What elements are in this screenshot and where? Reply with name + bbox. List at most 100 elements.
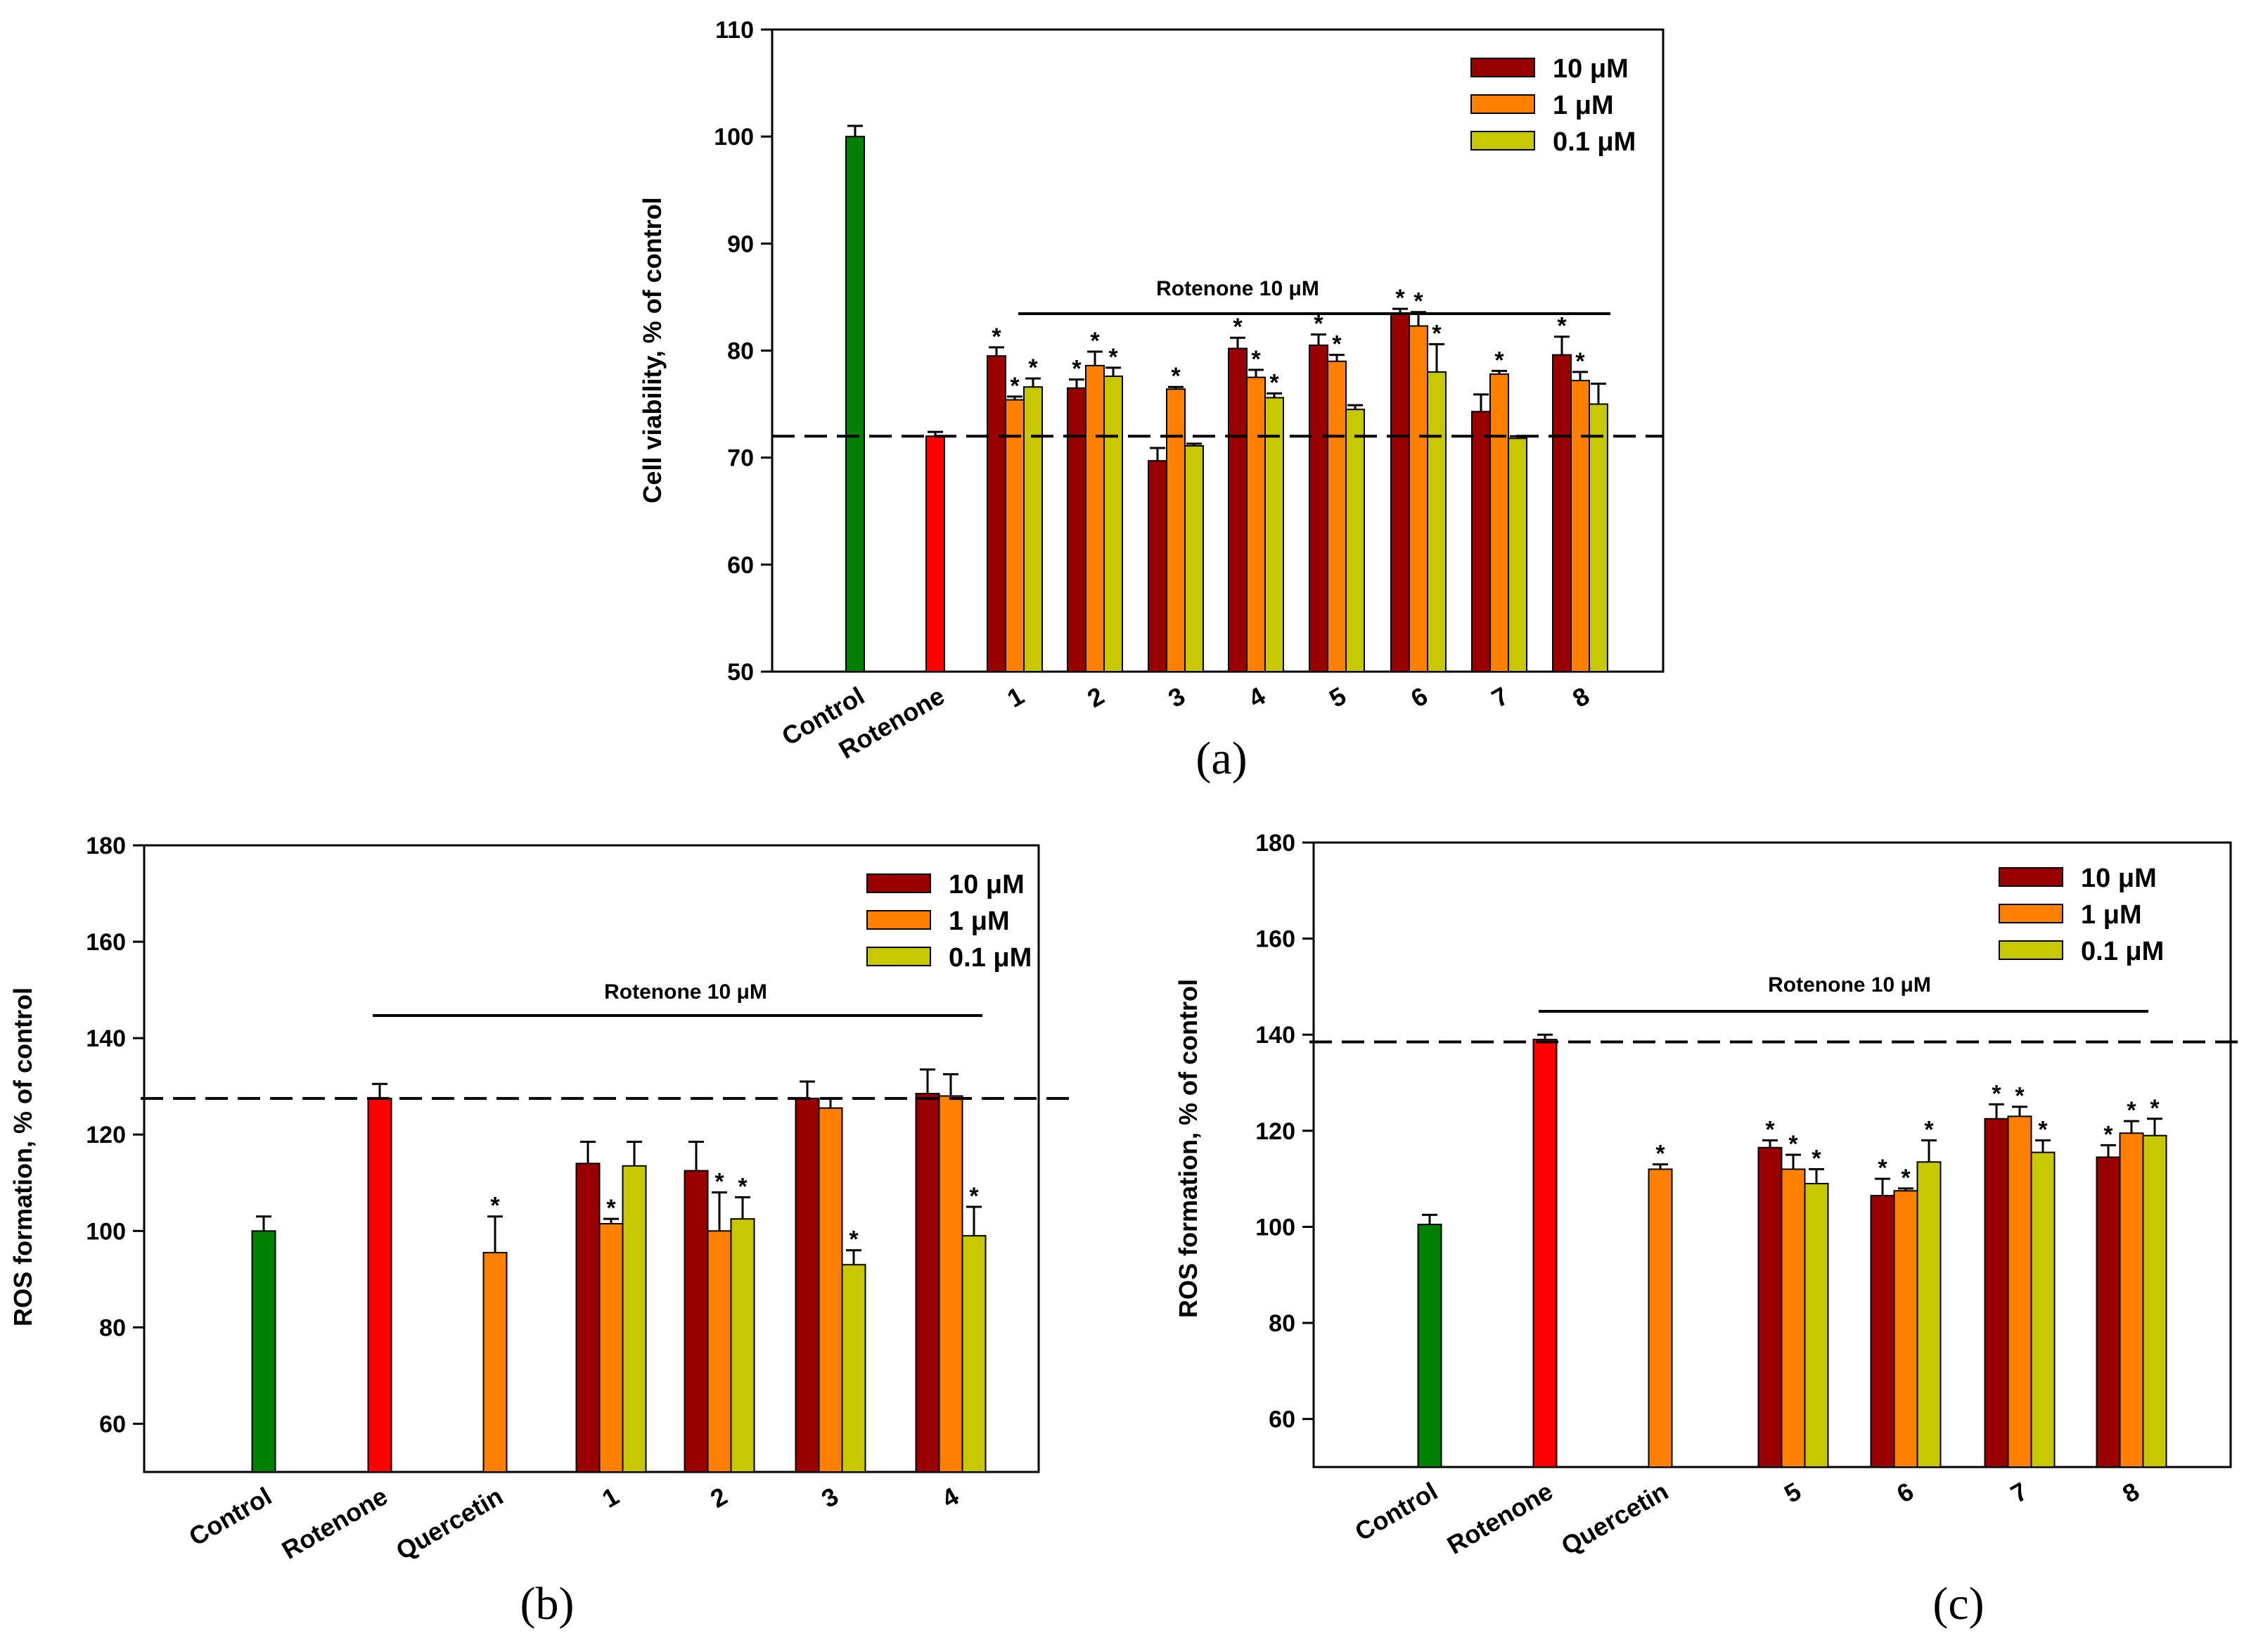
- legend-swatch: [866, 873, 931, 893]
- bracket-label: Rotenone 10 μM: [1156, 277, 1319, 300]
- significance-star: *: [1788, 1131, 1798, 1158]
- significance-star: *: [1655, 1141, 1665, 1167]
- significance-star: *: [1072, 356, 1082, 383]
- bar: [1570, 380, 1590, 673]
- bar: [818, 1107, 843, 1473]
- bar: [1648, 1168, 1673, 1468]
- bar: [1309, 344, 1328, 672]
- bar-group: * * *: [2096, 1095, 2167, 1468]
- legend-label: 10 μM: [2081, 864, 2157, 893]
- y-tick-label: 120: [86, 1122, 126, 1148]
- legend-swatch: [1470, 131, 1535, 151]
- bar: [938, 1095, 963, 1473]
- y-tick-label: 160: [1255, 926, 1295, 953]
- y-tick-label: 180: [1255, 830, 1295, 857]
- bar: [1804, 1182, 1829, 1468]
- bar: [961, 1235, 987, 1473]
- bar-group: * * *: [1870, 1117, 1942, 1468]
- y-tick-label: 160: [86, 929, 126, 956]
- y-tick-label: 140: [86, 1025, 126, 1052]
- category-label: 3: [1163, 681, 1190, 713]
- significance-star: *: [1432, 320, 1442, 347]
- y-tick-label: 100: [86, 1218, 126, 1245]
- bar-group: *: [795, 1080, 866, 1473]
- bar: [1085, 364, 1105, 672]
- significance-star: *: [1090, 328, 1100, 354]
- bar: [1916, 1161, 1942, 1468]
- bar: [1166, 388, 1186, 673]
- bar: [1532, 1039, 1558, 1468]
- significance-star: *: [969, 1183, 979, 1210]
- bar: [622, 1165, 647, 1473]
- chart-panel-2: 60 80 100 120 140 160 180 ROS formation, % of c…: [8, 833, 1076, 1629]
- significance-star: *: [1233, 314, 1243, 340]
- bar: [1390, 312, 1410, 672]
- category-label: Control: [184, 1481, 276, 1551]
- panel-label: (b): [520, 1578, 575, 1629]
- bar: [1067, 387, 1086, 673]
- bar: [1870, 1195, 1895, 1468]
- category-label: 6: [1892, 1476, 1918, 1509]
- bar: [2096, 1156, 2121, 1468]
- y-tick-label: 80: [1269, 1310, 1295, 1337]
- bar: [915, 1092, 940, 1473]
- category-label: Control: [1350, 1476, 1442, 1546]
- significance-star: *: [849, 1227, 859, 1253]
- significance-star: *: [1575, 348, 1585, 375]
- bar: [795, 1097, 820, 1473]
- significance-star: *: [1314, 311, 1323, 338]
- bar: [1781, 1168, 1806, 1468]
- y-tick-label: 80: [99, 1314, 126, 1341]
- bar-group: * * *: [987, 324, 1043, 673]
- bar: [1184, 444, 1204, 672]
- bar: [1417, 1224, 1442, 1468]
- bar-group: [367, 1082, 392, 1473]
- legend-label: 1 μM: [1553, 91, 1614, 120]
- legend-swatch: [866, 947, 931, 966]
- y-tick-label: 70: [727, 445, 754, 472]
- significance-star: *: [1812, 1145, 1821, 1172]
- y-tick-label: 60: [1269, 1407, 1295, 1433]
- bar: [2030, 1151, 2056, 1468]
- significance-star: *: [1010, 373, 1020, 399]
- bar-group: * * *: [1067, 328, 1123, 673]
- bar-group: * * *: [1390, 285, 1447, 673]
- legend-swatch: [1470, 94, 1535, 114]
- legend-swatch: [1999, 867, 2063, 887]
- bar-group: [925, 430, 945, 672]
- bar-group: **: [684, 1141, 755, 1473]
- panel-label: (c): [1932, 1578, 1984, 1629]
- bar: [1552, 354, 1572, 672]
- category-label: 8: [2117, 1476, 2144, 1509]
- bar-group: **: [1552, 313, 1608, 673]
- significance-star: *: [1992, 1080, 2001, 1107]
- category-label: 4: [1243, 681, 1270, 713]
- chart-panel-1: 50 60 70 80 90 100 110 Cell viability, % of con…: [638, 17, 1665, 784]
- bar: [598, 1223, 624, 1473]
- significance-star: *: [738, 1173, 748, 1200]
- category-label: Quercetin: [1556, 1476, 1673, 1561]
- significance-star: *: [714, 1168, 724, 1195]
- bar: [482, 1252, 508, 1473]
- bar-group: *: [482, 1193, 508, 1473]
- significance-star: *: [1878, 1155, 1887, 1182]
- plot-frame: [771, 28, 1665, 673]
- bar: [1471, 411, 1491, 672]
- significance-star: *: [1765, 1117, 1775, 1144]
- y-tick-label: 90: [727, 231, 754, 257]
- bar: [2142, 1134, 2167, 1468]
- category-label: 7: [2006, 1476, 2032, 1509]
- bar-group: *: [1148, 363, 1204, 673]
- bar-group: [845, 124, 865, 672]
- significance-star: *: [606, 1195, 616, 1222]
- category-label: 6: [1406, 681, 1432, 713]
- legend-label: 10 μM: [1553, 54, 1629, 84]
- significance-star: *: [2038, 1117, 2048, 1144]
- bar: [684, 1170, 709, 1473]
- bracket-label: Rotenone 10 μM: [1768, 973, 1931, 997]
- significance-star: *: [490, 1193, 500, 1219]
- legend-swatch: [1999, 904, 2063, 923]
- bar-group: *: [1471, 347, 1527, 673]
- bar: [1508, 437, 1527, 672]
- bar: [1246, 376, 1266, 673]
